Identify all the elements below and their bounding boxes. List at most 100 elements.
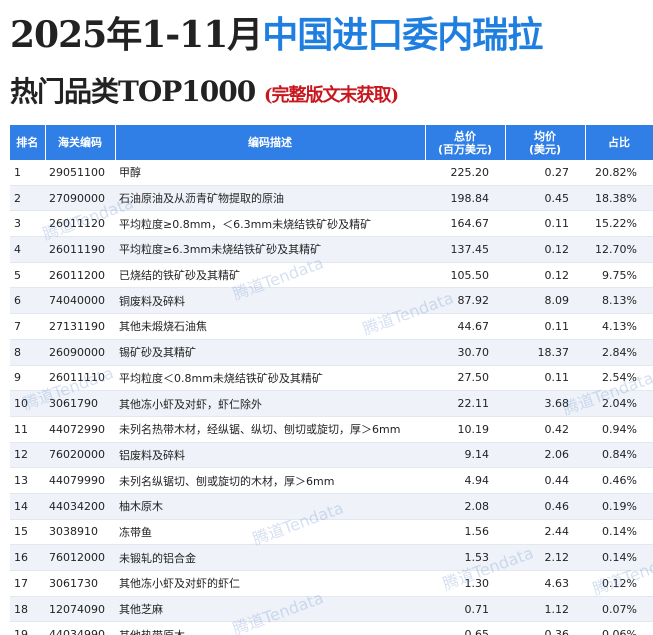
table-cell: 0.45 [505, 185, 585, 212]
table-cell: 27.50 [425, 365, 505, 392]
table-cell: 0.94% [585, 416, 653, 443]
table-row: 16 76012000 未锻轧的铝合金 1.53 2.12 0.14% [10, 544, 653, 571]
table-cell: 225.20 [425, 160, 505, 186]
table-cell: 其他未煅烧石油焦 [115, 313, 425, 340]
table-cell: 26090000 [45, 339, 115, 366]
table-cell: 44034200 [45, 493, 115, 520]
table-cell: 74040000 [45, 287, 115, 315]
table-row: 1944034990其他热带原木0.650.360.06% [10, 621, 653, 635]
header-row: 排名 海关编码 编码描述 总价 (百万美元) 均价 (美元) 占比 [10, 125, 653, 160]
table-cell: 0.46 [505, 493, 585, 520]
table-cell: 15 [10, 519, 45, 546]
table-cell: 0.46% [585, 467, 653, 494]
table-cell: 16 [10, 544, 45, 571]
table-cell: 19 [10, 621, 45, 635]
table-cell: 164.67 [425, 210, 505, 238]
table-cell: 27131190 [45, 313, 115, 340]
table-row: 14 44034200 柚木原木 2.08 0.46 0.19% [10, 493, 653, 520]
table-cell: 3 [10, 210, 45, 238]
table-row: 18 12074090 其他芝麻 0.71 1.12 0.07% [10, 596, 653, 623]
table-cell: 1.53 [425, 544, 505, 571]
table-cell: 0.06% [585, 621, 653, 635]
table-cell: 105.50 [425, 262, 505, 289]
table-cell: 26011200 [45, 262, 115, 289]
table-cell: 4.63 [505, 570, 585, 597]
table-cell: 平均粒度≥0.8mm，＜6.3mm未烧结铁矿砂及精矿 [115, 210, 425, 238]
table-cell: 3.68 [505, 390, 585, 417]
column-header: 编码描述 [115, 125, 426, 160]
table-cell: 29051100 [45, 160, 115, 186]
table-cell: 2.12 [505, 544, 585, 571]
table-cell: 87.92 [425, 287, 505, 315]
table-cell: 4.94 [425, 467, 505, 494]
table-cell: 76020000 [45, 442, 115, 469]
table-cell: 3061730 [45, 570, 115, 597]
table-cell: 柚木原木 [115, 493, 425, 520]
column-header: 总价 (百万美元) [425, 125, 506, 160]
table-cell: 9.75% [585, 262, 653, 289]
table-cell: 18.38% [585, 185, 653, 212]
table-cell: 2.06 [505, 442, 585, 469]
table-cell: 2.44 [505, 519, 585, 546]
table-cell: 44079990 [45, 467, 115, 494]
table-cell: 0.12% [585, 570, 653, 597]
table-row: 5 26011200 已烧结的铁矿砂及其精矿 105.50 0.12 9.75% [10, 262, 653, 289]
table-cell: 1 [10, 160, 45, 186]
table-row: 6 74040000 铜废料及碎料 87.92 8.09 8.13% [10, 287, 653, 315]
table-cell: 18 [10, 596, 45, 623]
table-cell: 甲醇 [115, 160, 425, 186]
table-cell: 0.36 [505, 621, 585, 635]
table-cell: 锡矿砂及其精矿 [115, 339, 425, 366]
table-cell: 未列名纵锯切、刨或旋切的木材，厚＞6mm [115, 467, 425, 494]
table-cell: 平均粒度≥6.3mm未烧结铁矿砂及其精矿 [115, 236, 425, 263]
table-cell: 0.11 [505, 365, 585, 392]
title-part: 2025年1-11月 [10, 14, 263, 56]
table-cell: 其他冻小虾及对虾的虾仁 [115, 570, 425, 597]
table-cell: 0.42 [505, 416, 585, 443]
table-cell: 5 [10, 262, 45, 289]
table-cell: 铝废料及碎料 [115, 442, 425, 469]
table-cell: 7 [10, 313, 45, 340]
table-cell: 26011190 [45, 236, 115, 263]
table-cell: 8.09 [505, 287, 585, 315]
column-header: 占比 [585, 125, 653, 160]
table-cell: 26011120 [45, 210, 115, 238]
table-cell: 0.12 [505, 236, 585, 263]
table-cell: 2 [10, 185, 45, 212]
table-cell: 22.11 [425, 390, 505, 417]
table-cell: 9.14 [425, 442, 505, 469]
table-cell: 0.14% [585, 544, 653, 571]
table-cell: 石油原油及从沥青矿物提取的原油 [115, 185, 425, 212]
table-cell: 0.71 [425, 596, 505, 623]
table-cell: 0.14% [585, 519, 653, 546]
table-cell: 冻带鱼 [115, 519, 425, 546]
table-cell: 4 [10, 236, 45, 263]
table-cell: 12074090 [45, 596, 115, 623]
table-cell: 13 [10, 467, 45, 494]
table-cell: 1.12 [505, 596, 585, 623]
table-cell: 0.12 [505, 262, 585, 289]
table-cell: 未列名热带木材，经纵锯、纵切、刨切或旋切，厚＞6mm [115, 416, 425, 443]
table-cell: 27090000 [45, 185, 115, 212]
table-cell: 未锻轧的铝合金 [115, 544, 425, 571]
column-header: 均价 (美元) [505, 125, 586, 160]
table-cell: 4.13% [585, 313, 653, 340]
table-cell: 0.19% [585, 493, 653, 520]
column-header: 排名 [10, 125, 46, 160]
table-cell: 0.84% [585, 442, 653, 469]
table-cell: 10.19 [425, 416, 505, 443]
column-header: 海关编码 [45, 125, 116, 160]
table-cell: 其他热带原木 [115, 621, 425, 635]
table-cell: 8.13% [585, 287, 653, 315]
table-row: 12 76020000 铝废料及碎料 9.14 2.06 0.84% [10, 442, 653, 469]
table-cell: 9 [10, 365, 45, 392]
table-cell: 0.07% [585, 596, 653, 623]
subtitle-note: (完整版文末获取) [263, 85, 399, 106]
table-cell: 2.04% [585, 390, 653, 417]
table-row: 10 3061790 其他冻小虾及对虾，虾仁除外 22.11 3.68 2.04% [10, 390, 653, 417]
table-row: 15 3038910 冻带鱼 1.56 2.44 0.14% [10, 519, 653, 546]
table-row: 2 27090000 石油原油及从沥青矿物提取的原油 198.84 0.45 18.38% [10, 185, 653, 212]
table-cell: 2.08 [425, 493, 505, 520]
table-cell: 30.70 [425, 339, 505, 366]
table-cell: 0.11 [505, 313, 585, 340]
